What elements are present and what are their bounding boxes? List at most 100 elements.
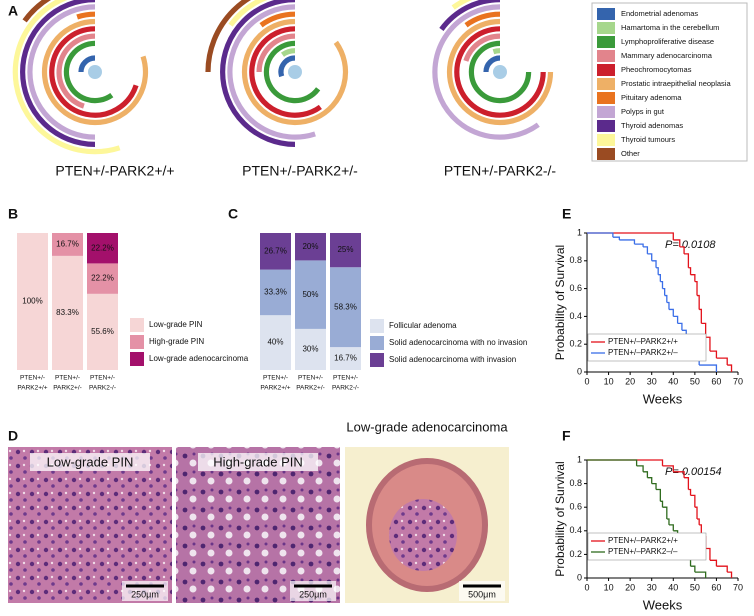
survival-step (668, 308, 674, 317)
arc (241, 18, 349, 126)
arc (463, 33, 501, 62)
survival-step (612, 236, 621, 240)
arc (483, 55, 501, 73)
legend-box (587, 532, 707, 561)
arc (451, 0, 473, 10)
arc (280, 48, 296, 57)
x-tick-label: 70 (733, 582, 743, 592)
y-tick-label: 0.4 (569, 311, 582, 321)
survival-step (705, 336, 711, 352)
x-tick-label: 60 (711, 582, 721, 592)
survival-step (647, 477, 653, 484)
legend-label: Endometrial adenomas (621, 9, 698, 18)
legend-swatch (597, 120, 615, 132)
arc (227, 4, 316, 140)
bar-segment (17, 233, 48, 370)
x-tick-label: PTEN+/- (55, 375, 80, 382)
bar-segment (295, 233, 326, 261)
x-tick-label: PARK2+/- (53, 385, 82, 392)
arc (278, 55, 296, 78)
genotype-label: PTEN+/-PARK2+/+ (55, 163, 174, 179)
survival-step (697, 294, 700, 310)
bar-segment (52, 233, 83, 256)
legend-label: PTEN+/–PARK2+/+ (608, 536, 678, 545)
y-tick-label: 0.4 (569, 525, 582, 535)
arc (205, 0, 252, 73)
panel-letter: A (8, 3, 18, 19)
legend-swatch (597, 8, 615, 20)
arc (20, 0, 96, 147)
survival-step (587, 459, 638, 466)
genotype-label: PTEN+/-PARK2-/- (444, 163, 556, 179)
image-label: High-grade PIN (213, 454, 303, 469)
legend-label: Lymphoproliferative disease (621, 37, 714, 46)
x-tick-label: 30 (647, 376, 657, 386)
bar-segment (260, 233, 291, 270)
value-label: 16.7% (334, 354, 357, 363)
arc (76, 11, 96, 20)
tissue-core (389, 499, 457, 571)
x-tick-label: 70 (733, 376, 743, 386)
bar-segment (295, 260, 326, 329)
arc (56, 33, 96, 109)
y-tick-label: 0.8 (569, 255, 582, 265)
x-tick-label: 20 (625, 582, 635, 592)
y-tick-label: 0 (577, 572, 582, 582)
bar-segment (295, 328, 326, 370)
scale-label: 500μm (468, 589, 496, 599)
arc (454, 26, 546, 118)
legend-label: Mammary adenocarcinoma (621, 51, 713, 60)
survival-step (727, 571, 733, 578)
legend-label: PTEN+/–PARK2+/– (608, 348, 678, 357)
arc (432, 4, 540, 140)
survival-step (673, 315, 679, 324)
x-tick-label: 60 (711, 376, 721, 386)
genotype-label: PTEN+/-PARK2+/- (242, 163, 358, 179)
legend-label: High-grade PIN (149, 337, 204, 346)
legend-swatch (370, 353, 384, 367)
scale-label: 250μm (299, 589, 327, 599)
arc (41, 18, 149, 126)
legend-swatch (130, 318, 144, 332)
legend-swatch (597, 36, 615, 48)
x-tick-label: PARK2-/- (89, 385, 116, 392)
x-tick-label: 10 (604, 582, 614, 592)
survival-step (709, 559, 718, 567)
x-axis-label: Weeks (643, 597, 683, 612)
survival-step (690, 274, 696, 282)
x-tick-label: PTEN+/- (20, 375, 45, 382)
survival-step (656, 267, 659, 275)
legend-label: Thyroid adenomas (621, 121, 683, 130)
bar-segment (260, 315, 291, 370)
micrograph (176, 447, 340, 603)
bar-segment (330, 267, 361, 348)
value-label: 30% (302, 345, 318, 354)
legend-label: Solid adenocarcinoma with no invasion (389, 338, 527, 347)
legend-swatch (597, 106, 615, 118)
image-label: Low-grade adenocarcinoma (346, 419, 508, 434)
legend-label: Hamartoma in the cerebellum (621, 23, 719, 32)
bar-segment (330, 347, 361, 370)
legend-swatch (130, 352, 144, 366)
x-tick-label: 10 (604, 376, 614, 386)
survival-step (619, 239, 636, 245)
legend-swatch (597, 50, 615, 62)
arc (464, 11, 501, 28)
survival-step (662, 506, 668, 519)
y-tick-label: 0.2 (569, 339, 582, 349)
value-label: 25% (337, 245, 353, 254)
legend-swatch (597, 134, 615, 146)
x-tick-label: PTEN+/- (90, 375, 115, 382)
survival-step (658, 274, 661, 282)
legend-swatch (370, 336, 384, 350)
legend-swatch (597, 92, 615, 104)
value-label: 26.7% (264, 246, 287, 255)
arc (446, 18, 554, 126)
survival-step (656, 488, 661, 502)
survival-step (668, 524, 674, 531)
survival-step (688, 267, 692, 275)
survival-step (684, 253, 690, 268)
legend-label: Low-grade adenocarcinoma (149, 354, 249, 363)
survival-step (694, 506, 698, 519)
